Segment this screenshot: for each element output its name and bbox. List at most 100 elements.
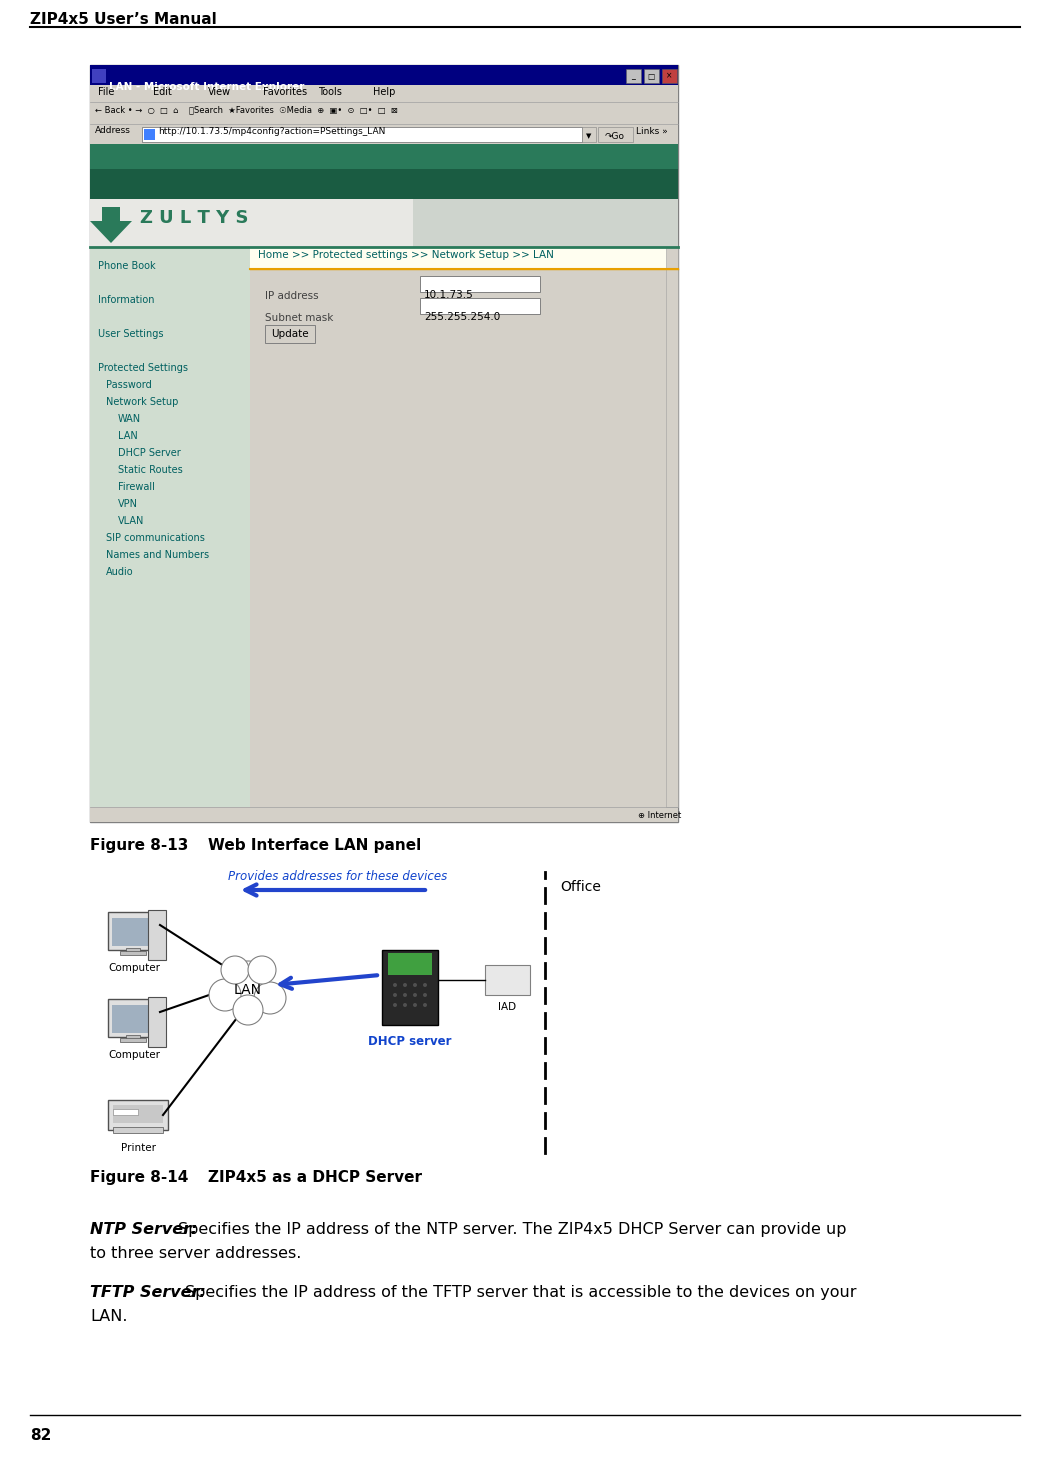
Text: NTP Server:: NTP Server: [90, 1222, 198, 1236]
Text: ↷Go: ↷Go [605, 131, 625, 141]
Text: Computer: Computer [108, 1050, 160, 1060]
Bar [382, 950, 438, 1025]
Bar [108, 911, 160, 950]
Ellipse shape [248, 956, 276, 983]
Text: Home >> Protected settings >> Network Setup >> LAN: Home >> Protected settings >> Network Se… [258, 250, 554, 260]
Text: DHCP server: DHCP server [369, 1035, 451, 1048]
Bar [603, 809, 676, 822]
Bar [388, 953, 432, 975]
Bar [113, 1108, 138, 1116]
Bar [90, 123, 678, 144]
Bar [666, 247, 678, 807]
Text: VLAN: VLAN [118, 516, 144, 526]
Text: Update: Update [271, 329, 309, 340]
Text: Audio: Audio [106, 567, 134, 578]
Bar [113, 1127, 163, 1133]
Text: Information: Information [98, 295, 155, 304]
Text: Z U L T Y S: Z U L T Y S [140, 209, 248, 226]
Text: http://10.1.73.5/mp4config?action=PSettings_LAN: http://10.1.73.5/mp4config?action=PSetti… [158, 126, 385, 137]
Circle shape [423, 994, 427, 997]
Text: ZIP4x5 as a DHCP Server: ZIP4x5 as a DHCP Server [187, 1170, 422, 1185]
Text: ▼: ▼ [586, 132, 592, 140]
Bar [142, 126, 582, 143]
Circle shape [403, 994, 407, 997]
Ellipse shape [209, 979, 241, 1011]
Text: Web Interface LAN panel: Web Interface LAN panel [187, 838, 421, 853]
Text: Provides addresses for these devices: Provides addresses for these devices [228, 870, 447, 883]
Text: Firewall: Firewall [118, 482, 155, 492]
Text: _: _ [631, 72, 634, 81]
Text: Address: Address [95, 126, 131, 135]
Bar [148, 910, 166, 960]
Text: Help: Help [373, 87, 396, 97]
Ellipse shape [229, 961, 267, 1000]
Text: View: View [208, 87, 231, 97]
Bar [112, 917, 156, 947]
Circle shape [413, 1003, 417, 1007]
Bar [90, 198, 678, 247]
Bar [662, 69, 677, 82]
Text: TFTP Server:: TFTP Server: [90, 1285, 206, 1299]
Circle shape [423, 983, 427, 986]
Bar [90, 169, 678, 198]
Text: ZIP4x5 User’s Manual: ZIP4x5 User’s Manual [30, 12, 217, 26]
Bar [598, 126, 633, 143]
FancyBboxPatch shape [265, 325, 315, 343]
Polygon shape [90, 207, 132, 243]
Text: ← Back • →  ○  □  ⌂    ⌕Search  ★Favorites  ☉Media  ⊕  ▣•  ⊙  □•  □  ⊠: ← Back • → ○ □ ⌂ ⌕Search ★Favorites ☉Med… [95, 104, 398, 115]
Bar [90, 807, 678, 822]
Text: User Settings: User Settings [98, 329, 163, 340]
Text: File: File [98, 87, 114, 97]
Bar [144, 129, 155, 140]
Circle shape [393, 1003, 397, 1007]
Bar [90, 85, 678, 101]
Bar [108, 1100, 168, 1130]
Bar [90, 247, 250, 807]
Bar [420, 298, 540, 315]
Circle shape [393, 994, 397, 997]
Text: 10.1.73.5: 10.1.73.5 [424, 290, 473, 300]
Text: Specifies the IP address of the TFTP server that is accessible to the devices on: Specifies the IP address of the TFTP ser… [185, 1285, 856, 1299]
Text: Office: Office [560, 881, 601, 894]
Text: Static Routes: Static Routes [118, 465, 183, 475]
Bar [126, 1035, 140, 1039]
Text: Links »: Links » [636, 126, 668, 137]
Text: Protected Settings: Protected Settings [98, 363, 188, 373]
Bar [626, 69, 641, 82]
Text: 255.255.254.0: 255.255.254.0 [424, 312, 500, 322]
Text: Edit: Edit [153, 87, 172, 97]
Circle shape [413, 983, 417, 986]
Bar [90, 144, 678, 198]
Text: Network Setup: Network Setup [106, 397, 178, 407]
Text: ⊕ Internet: ⊕ Internet [638, 811, 682, 820]
Text: Specifies the IP address of the NTP server. The ZIP4x5 DHCP Server can provide u: Specifies the IP address of the NTP serv… [178, 1222, 847, 1236]
Text: IAD: IAD [498, 1003, 516, 1011]
Text: Subnet mask: Subnet mask [265, 313, 333, 323]
Ellipse shape [233, 995, 263, 1025]
Bar [90, 65, 678, 822]
Text: ×: × [666, 72, 672, 81]
Text: Phone Book: Phone Book [98, 262, 156, 270]
Ellipse shape [254, 982, 286, 1014]
Bar [485, 964, 530, 995]
Text: Favorites: Favorites [263, 87, 307, 97]
Circle shape [413, 994, 417, 997]
Bar [92, 69, 106, 82]
Text: Figure 8-13: Figure 8-13 [90, 838, 188, 853]
Bar [113, 1105, 163, 1123]
Text: LAN: LAN [233, 983, 262, 997]
Circle shape [393, 983, 397, 986]
Bar [644, 69, 659, 82]
Text: DHCP Server: DHCP Server [118, 448, 181, 459]
Bar [90, 65, 678, 85]
Bar [250, 247, 678, 269]
Text: to three server addresses.: to three server addresses. [90, 1247, 302, 1261]
Bar [414, 198, 678, 247]
Text: IP address: IP address [265, 291, 318, 301]
Circle shape [423, 1003, 427, 1007]
Text: Printer: Printer [120, 1144, 156, 1152]
Bar [108, 1000, 160, 1036]
Text: 82: 82 [30, 1427, 51, 1444]
Bar [420, 276, 540, 293]
Ellipse shape [221, 956, 249, 983]
